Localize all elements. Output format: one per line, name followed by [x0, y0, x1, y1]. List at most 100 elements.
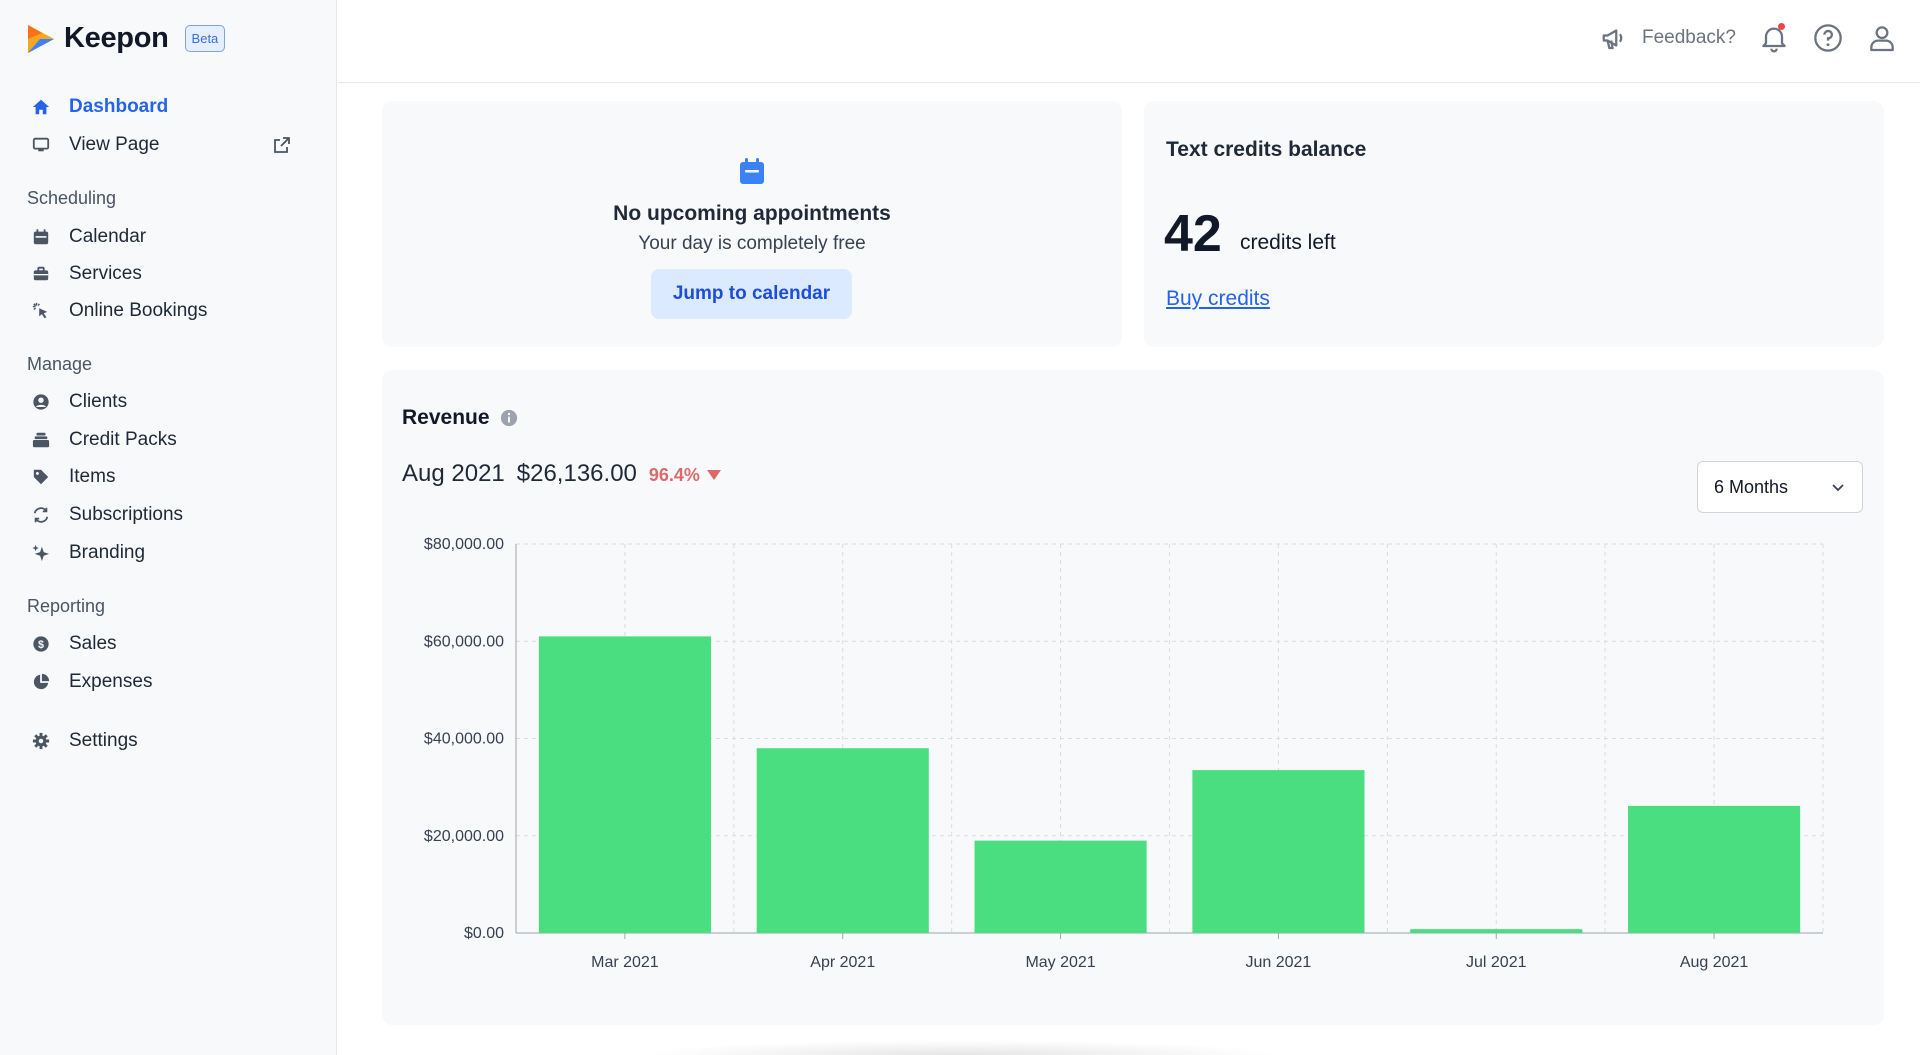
sidebar-item-label: Credit Packs — [69, 429, 177, 450]
sidebar-item-services[interactable]: Services — [30, 259, 310, 289]
brand-name: Keepon — [64, 22, 169, 54]
revenue-bar — [1410, 929, 1583, 933]
user-icon — [1870, 26, 1894, 52]
top-bar: Feedback? — [338, 0, 1920, 83]
buy-credits-link[interactable]: Buy credits — [1166, 287, 1270, 310]
revenue-bar — [756, 748, 929, 933]
gear-icon — [30, 730, 52, 752]
sidebar: Keepon Beta Dashboard View Page Scheduli… — [0, 0, 337, 1055]
sidebar-item-label: Sales — [69, 633, 117, 654]
tag-icon — [30, 466, 52, 488]
sidebar-item-credit-packs[interactable]: Credit Packs — [30, 425, 310, 455]
sidebar-item-items[interactable]: Items — [30, 462, 310, 492]
sidebar-item-view-page[interactable]: View Page — [30, 130, 310, 160]
help-button[interactable] — [1812, 22, 1844, 54]
jump-to-calendar-button[interactable]: Jump to calendar — [651, 269, 852, 319]
y-tick-label: $20,000.00 — [424, 828, 504, 845]
section-label-manage: Manage — [27, 354, 93, 374]
sidebar-item-dashboard[interactable]: Dashboard — [30, 92, 310, 122]
revenue-amount: $26,136.00 — [516, 460, 637, 487]
sidebar-item-branding[interactable]: Branding — [30, 538, 310, 568]
top-actions: Feedback? — [1600, 22, 1898, 54]
y-tick-label: $80,000.00 — [424, 536, 504, 553]
sidebar-item-label: Clients — [69, 391, 128, 412]
revenue-card: Revenue Aug 2021 $26,136.00 96.4% 6 Mont… — [382, 370, 1884, 1025]
sidebar-item-sales[interactable]: $ Sales — [30, 629, 310, 659]
sidebar-item-settings[interactable]: Settings — [30, 726, 310, 756]
credits-card: Text credits balance 42 credits left Buy… — [1144, 101, 1884, 347]
revenue-bar — [974, 840, 1147, 933]
feedback-button[interactable]: Feedback? — [1600, 23, 1736, 53]
x-tick-label: Mar 2021 — [591, 954, 659, 971]
calendar-icon — [740, 158, 764, 184]
triangle-down-icon — [706, 470, 721, 480]
sidebar-item-label: Branding — [69, 542, 146, 563]
home-icon — [30, 96, 52, 118]
cursor-click-icon — [30, 300, 52, 322]
notification-dot — [1778, 23, 1785, 30]
x-tick-label: Aug 2021 — [1680, 954, 1749, 971]
revenue-summary: Aug 2021 $26,136.00 96.4% — [402, 460, 721, 488]
sidebar-item-expenses[interactable]: Expenses — [30, 667, 310, 697]
sidebar-item-calendar[interactable]: Calendar — [30, 222, 310, 252]
dollar-circle-icon: $ — [30, 633, 52, 655]
sidebar-item-label: Items — [69, 466, 116, 487]
y-tick-label: $0.00 — [464, 925, 504, 942]
credits-unit-label: credits left — [1240, 231, 1336, 254]
monitor-icon — [30, 134, 52, 156]
revenue-change: 96.4% — [648, 465, 700, 485]
brand[interactable]: Keepon Beta — [26, 22, 226, 55]
notifications-button[interactable] — [1758, 22, 1790, 54]
chevron-down-icon — [1832, 484, 1844, 492]
bell-icon — [1762, 27, 1786, 53]
sparkles-icon — [30, 542, 52, 564]
sidebar-item-label: Services — [69, 263, 142, 284]
sidebar-item-label: Calendar — [69, 226, 147, 247]
revenue-title-row: Revenue — [402, 406, 518, 430]
credits-title: Text credits balance — [1166, 138, 1367, 161]
briefcase-icon — [30, 263, 52, 285]
revenue-bar — [1192, 770, 1365, 933]
info-icon[interactable] — [500, 409, 518, 427]
appointments-title: No upcoming appointments — [613, 202, 891, 225]
x-tick-label: Apr 2021 — [810, 954, 875, 971]
help-circle-icon — [1814, 24, 1842, 52]
section-label-reporting: Reporting — [27, 596, 106, 616]
revenue-bar — [1628, 805, 1801, 933]
appointments-subtitle: Your day is completely free — [638, 233, 866, 254]
svg-text:$: $ — [38, 639, 44, 651]
user-circle-icon — [30, 391, 52, 413]
sidebar-item-clients[interactable]: Clients — [30, 387, 310, 417]
x-tick-label: Jul 2021 — [1466, 954, 1527, 971]
sidebar-item-label: Expenses — [69, 671, 153, 692]
range-select-value: 6 Months — [1714, 476, 1789, 497]
pie-chart-icon — [30, 671, 52, 693]
keepon-logo-icon — [28, 24, 54, 53]
sidebar-item-label: Subscriptions — [69, 504, 184, 525]
calendar-icon — [30, 226, 52, 248]
x-tick-label: May 2021 — [1025, 954, 1095, 971]
feedback-label: Feedback? — [1641, 27, 1736, 48]
section-label-scheduling: Scheduling — [27, 188, 117, 208]
stack-icon — [30, 429, 52, 451]
sidebar-item-subscriptions[interactable]: Subscriptions — [30, 500, 310, 530]
credits-count: 42 — [1164, 205, 1222, 263]
revenue-month: Aug 2021 — [402, 460, 505, 487]
refresh-icon — [30, 504, 52, 526]
revenue-bar — [538, 636, 711, 933]
appointments-card: No upcoming appointments Your day is com… — [382, 101, 1122, 347]
beta-badge: Beta — [184, 25, 226, 52]
revenue-title: Revenue — [402, 406, 490, 429]
bottom-shadow — [640, 1040, 1280, 1055]
sidebar-item-online-bookings[interactable]: Online Bookings — [30, 296, 310, 326]
range-select[interactable]: 6 Months — [1697, 461, 1863, 513]
sidebar-item-label: Settings — [69, 730, 138, 751]
external-link-icon — [274, 137, 290, 153]
sidebar-item-label: View Page — [69, 134, 160, 155]
sidebar-item-label: Online Bookings — [69, 300, 208, 321]
y-tick-label: $40,000.00 — [424, 731, 504, 748]
sidebar-item-label: Dashboard — [69, 96, 169, 117]
x-tick-label: Jun 2021 — [1245, 954, 1311, 971]
profile-button[interactable] — [1866, 22, 1898, 54]
revenue-bar-chart: $0.00 $20,000.00 $40,000.00 $60,000.00 $80,0… — [424, 536, 1824, 971]
